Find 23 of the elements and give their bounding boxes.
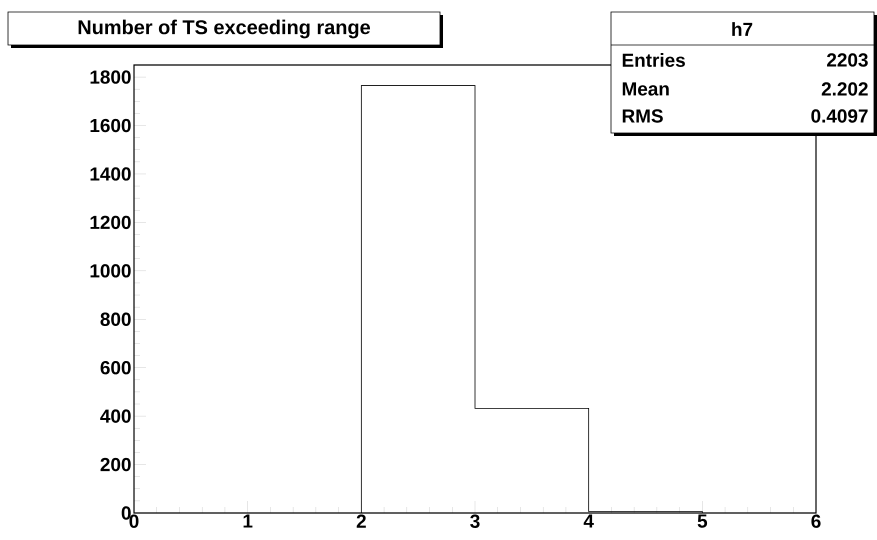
annotation: 0.4097 <box>811 109 868 123</box>
y-tick-label: 1600 <box>90 118 131 132</box>
y-tick-label: 600 <box>100 360 131 374</box>
annotation: Mean <box>622 82 669 96</box>
x-tick-label: 5 <box>698 514 708 528</box>
y-tick-label: 1400 <box>90 167 131 181</box>
y-tick-label: 400 <box>100 409 131 423</box>
x-tick-label: 2 <box>356 514 366 528</box>
x-tick-label: 1 <box>244 514 252 528</box>
y-tick-label: 1200 <box>90 216 131 230</box>
annotation: RMS <box>622 109 663 123</box>
text: h7 <box>732 22 752 36</box>
text: 2.202 <box>822 82 868 96</box>
chart-title: Number of TS exceeding range <box>78 20 370 38</box>
y-tick-label: 1000 <box>90 264 131 278</box>
y-tick-label: 1800 <box>90 70 131 84</box>
x-tick-label: 3 <box>470 514 480 528</box>
x-tick-label: 6 <box>811 514 821 528</box>
annotation: Entries <box>622 53 685 67</box>
x-tick-label: 4 <box>584 514 594 528</box>
y-tick-label: 800 <box>100 312 131 326</box>
y-tick-label: 200 <box>100 458 131 472</box>
text: 2203 <box>827 53 868 67</box>
